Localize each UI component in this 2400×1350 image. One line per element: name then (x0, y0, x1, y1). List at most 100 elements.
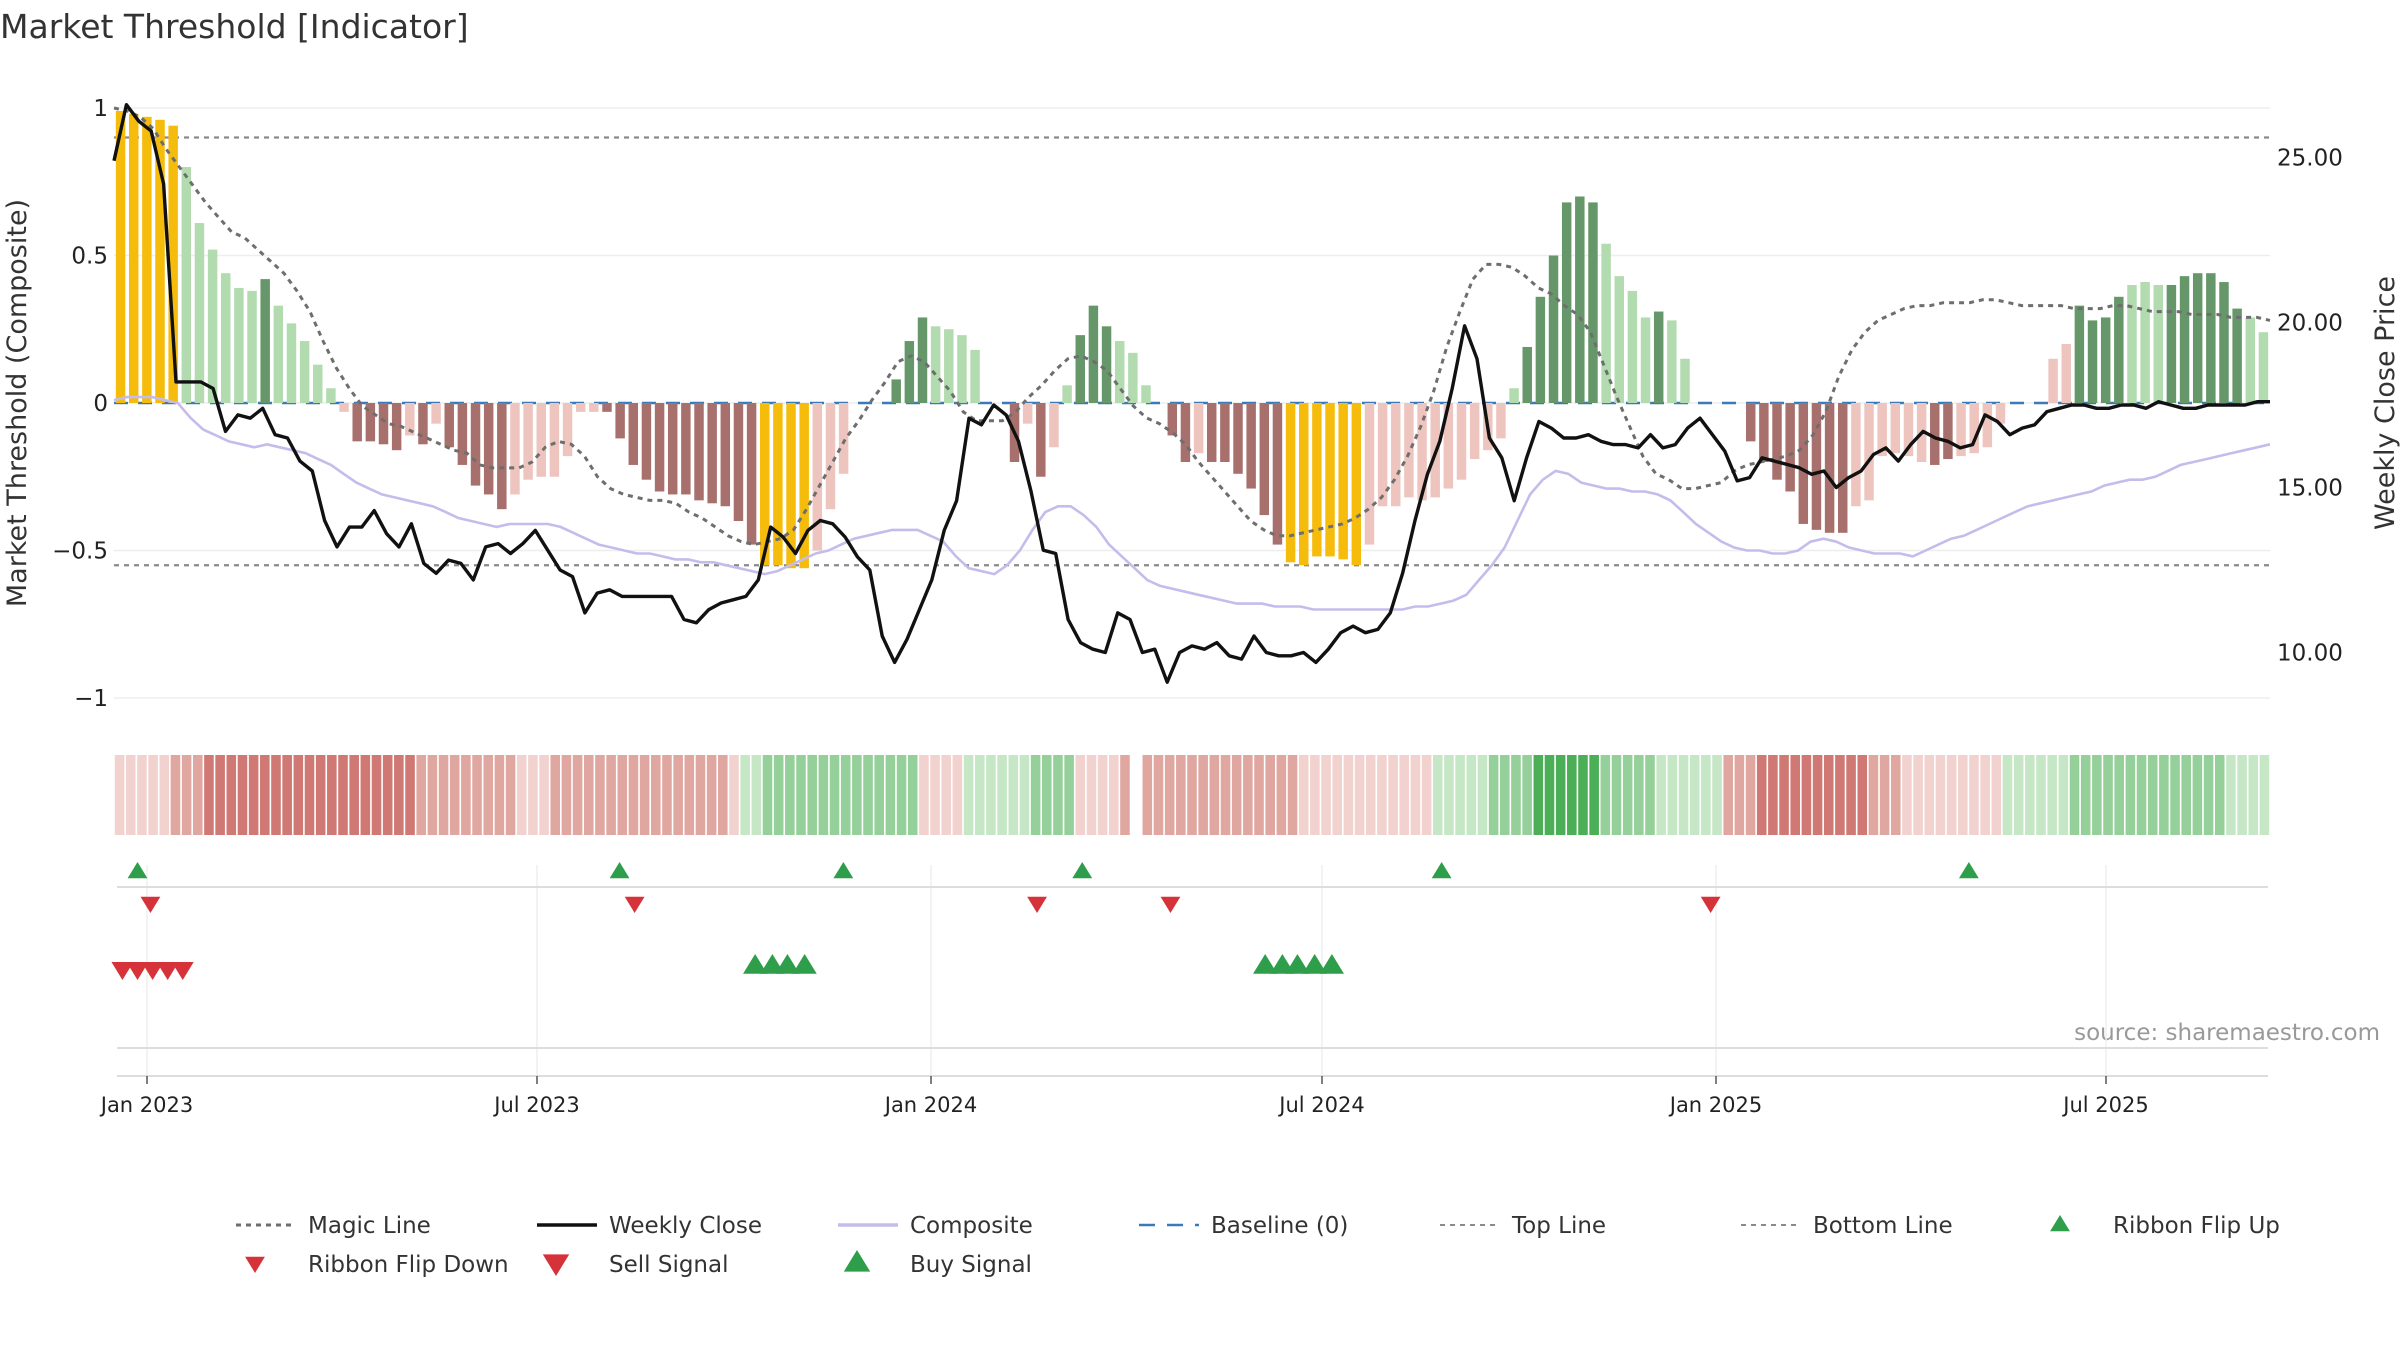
legend-item: Magic Line (236, 1213, 431, 1239)
ribbon-cell (695, 755, 706, 835)
ribbon-cell (1935, 755, 1946, 835)
x-tick-label: Jan 2023 (99, 1093, 194, 1117)
ribbon-cell (260, 755, 270, 835)
series-lines (112, 102, 2271, 684)
ribbon-cell (1790, 755, 1801, 835)
composite-bar (641, 403, 652, 480)
ribbon-cell (1745, 755, 1756, 835)
ribbon-cell (1656, 755, 1666, 835)
ribbon-cell (1533, 755, 1544, 835)
ribbon-cell (416, 755, 426, 835)
ribbon-cell (237, 755, 248, 835)
composite-bar (2074, 305, 2085, 403)
y-tick-label: 1 (93, 96, 108, 122)
ribbon-cell (818, 755, 829, 835)
ribbon-cell (2125, 755, 2136, 835)
composite-bar (1575, 196, 1585, 403)
composite-bar (602, 403, 612, 412)
composite-bar (615, 403, 625, 439)
ribbon-cell (2092, 755, 2102, 835)
composite-bar (1798, 403, 1809, 524)
y2-axis-label: Weekly Close Price (2370, 276, 2400, 530)
ribbon-cell (539, 755, 549, 835)
composite-bar (1128, 352, 1138, 403)
ribbon-flip-up-marker (127, 862, 148, 879)
ribbon-cell (1321, 755, 1331, 835)
ribbon-cell (941, 755, 952, 835)
composite-bar (1588, 202, 1598, 403)
ribbon-cell (2002, 755, 2013, 835)
composite-bar (142, 116, 152, 403)
composite-bar (1943, 403, 1953, 460)
ribbon-cell (1164, 755, 1175, 835)
ribbon-cell (248, 755, 259, 835)
ribbon-cell (315, 755, 326, 835)
composite-bar (1088, 305, 1099, 403)
ribbon-cell (1890, 755, 1901, 835)
composite-bar (1838, 403, 1848, 533)
composite-bar (2192, 273, 2203, 403)
ribbon-cell (706, 755, 717, 835)
composite-bar (1417, 403, 1427, 501)
composite-bar (1680, 358, 1690, 403)
ribbon-cell (1053, 755, 1063, 835)
y2-tick-label: 25.00 (2277, 146, 2343, 172)
ribbon-cell (204, 755, 214, 835)
ribbon-cell (1343, 755, 1354, 835)
legend-item: Bottom Line (1741, 1213, 1953, 1239)
ribbon-cell (2136, 755, 2147, 835)
composite-bar (786, 403, 796, 569)
sell-signal-marker (156, 962, 179, 980)
ribbon-cell (907, 755, 918, 835)
ribbon-cell (919, 755, 929, 835)
ribbon-cell (2226, 755, 2236, 835)
ribbon-cell (1723, 755, 1733, 835)
composite-bar (1890, 403, 1901, 454)
ribbon-cell (1086, 755, 1097, 835)
ribbon-cell (1879, 755, 1890, 835)
composite-bar (1785, 403, 1795, 492)
composite-bar (431, 403, 441, 424)
composite-bar (1075, 335, 1085, 403)
ribbon-cell (606, 755, 616, 835)
trend-ribbon (114, 755, 2270, 835)
legend-item: Buy Signal (843, 1250, 1032, 1278)
composite-bar (681, 403, 691, 495)
ribbon-cell (863, 755, 873, 835)
composite-bar (562, 403, 573, 457)
legend-item: Baseline (0) (1139, 1213, 1348, 1239)
composite-bar (444, 403, 454, 448)
legend-item: Sell Signal (542, 1252, 729, 1278)
ribbon-cell (215, 755, 225, 835)
ribbon-cell (1969, 755, 1979, 835)
ribbon-cell (271, 755, 281, 835)
ribbon-cell (2013, 755, 2024, 835)
ribbon-cell (1120, 755, 1130, 835)
ribbon-cell (997, 755, 1007, 835)
ribbon-cell (1924, 755, 1935, 835)
composite-bar (1903, 403, 1914, 457)
ribbon-cell (304, 755, 315, 835)
composite-bar (1772, 403, 1782, 480)
ribbon-cell (1835, 755, 1845, 835)
legend-label: Composite (910, 1213, 1033, 1239)
legend-label: Bottom Line (1813, 1213, 1953, 1239)
composite-bar (1285, 403, 1296, 563)
composite-bar (694, 403, 704, 501)
composite-bar (1220, 403, 1230, 462)
composite-bar (957, 335, 967, 403)
ribbon-cell (807, 755, 817, 835)
ribbon-cell (483, 755, 494, 835)
composite-bar (2127, 285, 2137, 403)
ribbon-cell (148, 755, 158, 835)
ribbon-cell (986, 755, 996, 835)
ribbon-cell (930, 755, 940, 835)
composite-bar (339, 403, 349, 412)
ribbon-cell (516, 755, 527, 835)
ribbon-cell (461, 755, 471, 835)
composite-bar (667, 403, 678, 495)
composite-bar (549, 403, 560, 477)
composite-bar (720, 403, 731, 507)
ribbon-cell (952, 755, 963, 835)
composite-bar (1982, 403, 1993, 448)
